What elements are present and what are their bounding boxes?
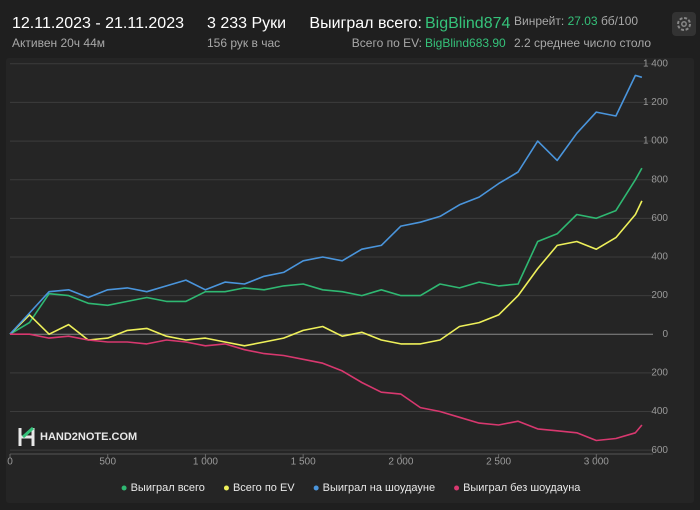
logo-h bbox=[18, 428, 35, 446]
x-tick-label: 2 500 bbox=[486, 457, 511, 468]
x-tick-label: 3 000 bbox=[584, 457, 609, 468]
x-tick-label: 2 000 bbox=[388, 457, 413, 468]
x-tick-label: 0 bbox=[7, 457, 13, 468]
legend-marker bbox=[121, 485, 127, 491]
legend-label: Всего по EV bbox=[233, 482, 295, 494]
chart-panel bbox=[6, 58, 694, 503]
series-line bbox=[9, 167, 643, 335]
gear[interactable] bbox=[677, 17, 691, 31]
date-range: 12.11.2023 - 21.11.2023 bbox=[12, 15, 184, 32]
y-tick-label: 400 bbox=[651, 252, 668, 263]
hands-per-hour: 156 рук в час bbox=[207, 36, 280, 50]
won-total-label: Выиграл всего: bbox=[309, 15, 422, 32]
y-tick-label: 1 400 bbox=[643, 58, 668, 69]
ev-label: Всего по EV: bbox=[352, 36, 422, 50]
series-line bbox=[9, 200, 643, 347]
y-tick-label: 200 bbox=[651, 368, 668, 379]
legend-marker bbox=[313, 485, 319, 491]
won-total-value: BigBlind874 bbox=[425, 15, 511, 32]
y-tick-label: 800 bbox=[651, 174, 668, 185]
y-tick-label: 1 200 bbox=[643, 97, 668, 108]
y-tick-label: 600 bbox=[651, 445, 668, 456]
watermark-logo bbox=[18, 426, 35, 446]
legend-marker bbox=[223, 485, 229, 491]
plot: 600 400 200 0 200 400 600 800 1 000 1 200 1 400 0 50… bbox=[7, 58, 668, 493]
winrate-value: 27.03 bbox=[568, 14, 598, 28]
ev-value: BigBlind683.90 bbox=[425, 36, 506, 50]
y-tick-label: 0 bbox=[662, 329, 668, 340]
settings-bg[interactable] bbox=[672, 12, 696, 36]
logo-accent bbox=[21, 426, 35, 439]
x-tick-label: 500 bbox=[99, 457, 116, 468]
legend-item[interactable]: Всего по EV bbox=[223, 482, 295, 494]
legend-marker bbox=[454, 485, 460, 491]
gear-hub[interactable] bbox=[681, 21, 687, 27]
winrate: Винрейт: 27.03 бб/100 bbox=[514, 14, 638, 28]
legend-item[interactable]: Выиграл всего bbox=[121, 482, 205, 494]
watermark: HAND2NOTE.COM bbox=[40, 431, 137, 443]
y-tick-label: 200 bbox=[651, 290, 668, 301]
hands: 3 233 Руки bbox=[207, 15, 286, 32]
y-tick-label: 600 bbox=[651, 213, 668, 224]
settings-button[interactable] bbox=[672, 12, 696, 36]
legend-label: Выиграл всего bbox=[131, 482, 205, 494]
x-tick-label: 1 500 bbox=[291, 457, 316, 468]
tables: 2.2 среднее число столо bbox=[514, 36, 651, 50]
winrate-unit: бб/100 bbox=[601, 14, 638, 28]
legend-label: Выиграл на шоудауне bbox=[323, 482, 435, 494]
winrate-label: Винрейт: bbox=[514, 14, 564, 28]
series-line bbox=[9, 74, 643, 335]
y-tick-label: 400 bbox=[651, 406, 668, 417]
legend-label: Выиграл без шоудауна bbox=[463, 482, 581, 494]
active-time: Активен 20ч 44м bbox=[12, 36, 105, 50]
legend-item[interactable]: Выиграл без шоудауна bbox=[454, 482, 581, 494]
series-line bbox=[10, 333, 643, 442]
x-tick-label: 1 000 bbox=[193, 457, 218, 468]
y-tick-label: 1 000 bbox=[643, 136, 668, 147]
legend-item[interactable]: Выиграл на шоудауне bbox=[313, 482, 435, 494]
